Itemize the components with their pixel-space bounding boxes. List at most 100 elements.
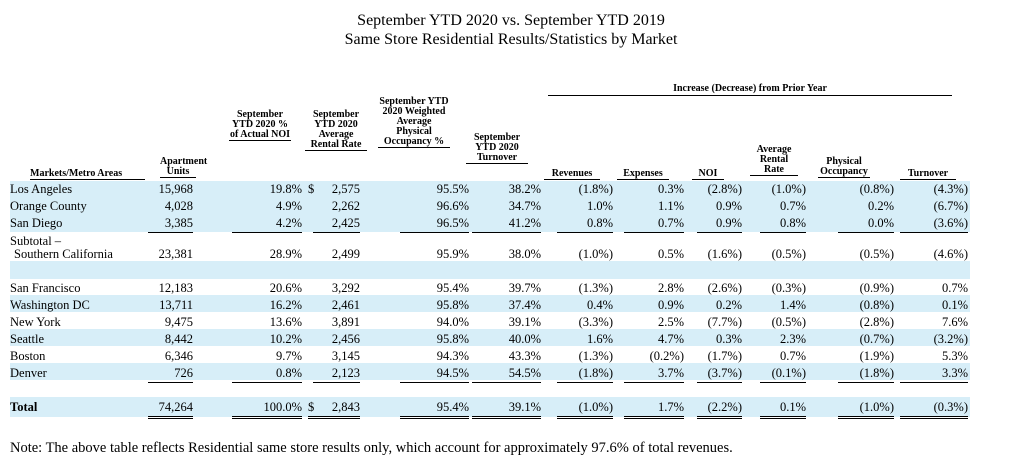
cell-occ: 94.3% (436, 349, 469, 363)
cell-units: 15,968 (158, 182, 193, 196)
subtotal-label: Subtotal – (10, 234, 62, 248)
table-row: New York 9,475 13.6% 3,891 94.0% 39.1% (3.3%) 2… (0, 314, 1022, 331)
cell-revenues: (1.8%) (557, 365, 613, 383)
cell-units: 3,385 (148, 215, 193, 233)
cell-chg-turnover: 0.1% (941, 298, 968, 312)
cell-noi: 0.9% (715, 199, 742, 213)
cell-occ: 94.0% (436, 315, 469, 329)
cell-noi-pct: 4.9% (275, 199, 302, 213)
cell-noi-pct: 19.8% (269, 182, 302, 196)
market-name: Boston (10, 349, 46, 363)
cell-expenses: 0.3% (657, 182, 684, 196)
market-name: San Diego (10, 216, 63, 230)
report-subtitle: Same Store Residential Results/Statistic… (344, 31, 678, 48)
cell-expenses: 1.1% (657, 199, 684, 213)
cell-rent: 3,292 (331, 281, 360, 295)
cell-revenues: 1.0% (586, 199, 613, 213)
cell-rent: 2,843 (313, 399, 360, 419)
cell-chg-turnover: 5.3% (941, 349, 968, 363)
cell-revenues: (1.8%) (578, 182, 613, 196)
cell-revenues: (3.3%) (578, 315, 613, 329)
table-row: Denver 726 0.8% 2,123 94.5% 54.5% (1.8%) 3.7% (3… (0, 365, 1022, 383)
cell-revenues: (1.3%) (578, 281, 613, 295)
cell-turnover: 43.3% (508, 349, 541, 363)
cell-revenues: 1.6% (586, 332, 613, 346)
report-title: September YTD 2020 vs. September YTD 201… (357, 12, 665, 29)
cell-phys-occ: (1.9%) (859, 349, 894, 363)
band-spacer (10, 261, 970, 279)
header-turnover: September YTD 2020 Turnover (466, 133, 528, 164)
cell-units: 13,711 (159, 298, 193, 312)
cell-expenses: 2.8% (657, 281, 684, 295)
cell-noi: 0.9% (697, 215, 742, 233)
cell-expenses: 0.9% (657, 298, 684, 312)
cell-phys-occ: (1.8%) (838, 365, 894, 383)
cell-chg-turnover: 3.3% (900, 365, 968, 383)
cell-noi-pct: 10.2% (269, 332, 302, 346)
cell-noi-pct: 0.8% (232, 365, 302, 383)
cell-expenses: 3.7% (624, 365, 684, 383)
cell-avg-rate: (0.3%) (771, 281, 806, 295)
market-name: San Francisco (10, 281, 81, 295)
cell-phys-occ: 0.0% (838, 215, 894, 233)
band-seattle (10, 329, 970, 346)
cell-phys-occ: (0.5%) (859, 247, 894, 261)
band-total (10, 397, 970, 417)
header-chg-turnover: Turnover (900, 169, 956, 180)
cell-phys-occ: 0.2% (867, 199, 894, 213)
band-denver (10, 363, 970, 380)
cell-rent: 3,145 (331, 349, 360, 363)
cell-phys-occ: (0.8%) (859, 182, 894, 196)
cell-noi: (1.7%) (707, 349, 742, 363)
cell-noi: 0.2% (715, 298, 742, 312)
cell-occ: 95.4% (400, 399, 469, 419)
cell-revenues: (1.0%) (578, 247, 613, 261)
subtotal-region: Southern California (14, 247, 113, 261)
header-noi: NOI (692, 169, 724, 180)
table-row: Seattle 8,442 10.2% 2,456 95.8% 40.0% 1.6% 4.7%… (0, 331, 1022, 348)
cell-avg-rate: (0.5%) (771, 247, 806, 261)
cell-turnover: 39.1% (472, 399, 541, 419)
market-name: Los Angeles (10, 182, 73, 196)
table-row: San Diego 3,385 4.2% 2,425 96.5% 41.2% 0.8% 0.7… (0, 215, 1022, 233)
cell-rent: 2,575 (331, 182, 360, 196)
table-row: San Francisco 12,183 20.6% 3,292 95.4% 39.7% (… (0, 280, 1022, 297)
cell-occ: 96.5% (400, 215, 469, 233)
cell-turnover: 41.2% (472, 215, 541, 233)
cell-rent: 2,456 (331, 332, 360, 346)
cell-occ: 95.9% (436, 247, 469, 261)
prior-year-header: Increase (Decrease) from Prior Year (548, 83, 952, 96)
cell-expenses: 1.7% (624, 399, 684, 419)
cell-phys-occ: (0.7%) (859, 332, 894, 346)
cell-turnover: 38.2% (508, 182, 541, 196)
cell-chg-turnover: (0.3%) (900, 399, 968, 419)
cell-rent: 2,461 (331, 298, 360, 312)
table-row: Total $74,264 100.0% 2,843 95.4% 39.1% (1.0%) 1… (0, 399, 1022, 419)
cell-units: 9,475 (164, 315, 193, 329)
subtotal-row: Subtotal – Southern California 23,381 28.9%… (0, 233, 1022, 261)
cell-turnover: 54.5% (472, 365, 541, 383)
cell-turnover: 39.1% (508, 315, 541, 329)
cell-avg-rate: 2.3% (779, 332, 806, 346)
cell-turnover: 38.0% (508, 247, 541, 261)
cell-chg-turnover: (3.6%) (900, 215, 968, 233)
header-units: Apartment Units (160, 156, 208, 178)
cell-avg-rate: 0.8% (760, 215, 806, 233)
table-row: Washington DC 13,711 16.2% 2,461 95.8% 37.4% 0… (0, 297, 1022, 314)
cell-rent: 2,425 (313, 215, 360, 233)
header-revenues: Revenues (544, 169, 600, 180)
currency-symbol: $ (308, 182, 315, 196)
cell-chg-turnover: 7.6% (941, 315, 968, 329)
cell-units: 726 (148, 365, 193, 383)
cell-avg-rate: (1.0%) (771, 182, 806, 196)
cell-noi: (2.6%) (707, 281, 742, 295)
header-noi-pct: September YTD 2020 % of Actual NOI (229, 109, 291, 141)
market-name: Total (10, 400, 38, 414)
cell-expenses: 2.5% (657, 315, 684, 329)
currency-symbol: $ (308, 399, 315, 419)
cell-turnover: 37.4% (508, 298, 541, 312)
market-name: Denver (10, 366, 47, 380)
cell-noi-pct: 4.2% (232, 215, 302, 233)
cell-units: 4,028 (164, 199, 193, 213)
cell-chg-turnover: (6.7%) (933, 199, 968, 213)
